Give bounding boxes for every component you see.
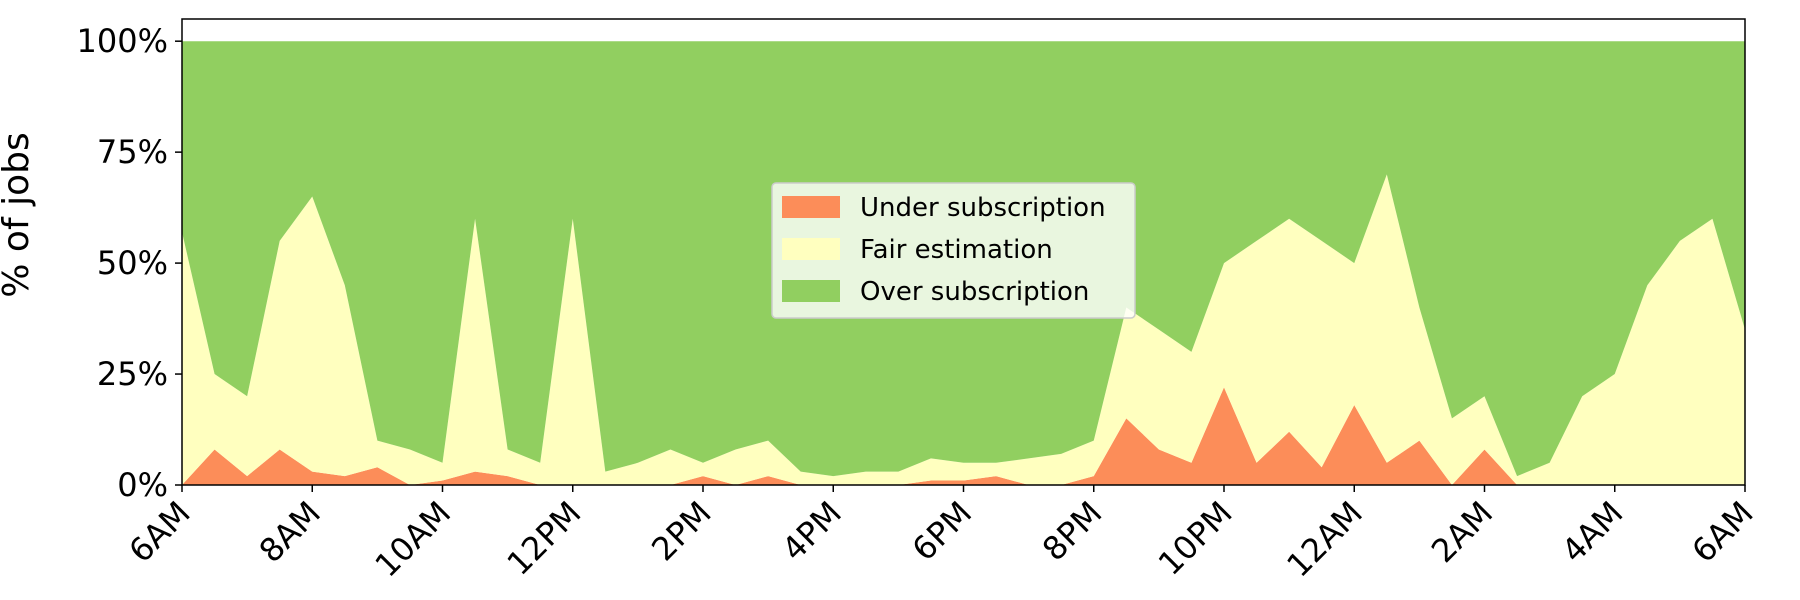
area — [182, 174, 1745, 486]
area — [182, 387, 1745, 485]
x-tick-label: 4AM — [1554, 494, 1630, 570]
x-tick-label: 12PM — [500, 494, 589, 583]
y-tick-label: 50% — [97, 244, 168, 282]
y-tick-label: 75% — [97, 133, 168, 171]
legend: Under subscription Fair estimation Over su… — [771, 182, 1136, 319]
legend-box — [771, 182, 1136, 319]
legend-swatch — [782, 238, 840, 260]
x-tick-label: 8AM — [252, 494, 328, 570]
y-tick-label: 100% — [77, 22, 168, 60]
x-tick-label: 8PM — [1035, 494, 1109, 568]
y-tick-label: 0% — [117, 466, 168, 504]
x-tick-label: 6PM — [905, 494, 979, 568]
legend-swatch — [782, 196, 840, 218]
x-tick-label: 2PM — [644, 494, 718, 568]
legend-label: Fair estimation — [860, 235, 1053, 265]
x-tick-label: 2AM — [1424, 494, 1500, 570]
legend-label: Under subscription — [860, 193, 1106, 223]
legend-label: Over subscription — [860, 277, 1089, 307]
x-tick-label: 10AM — [367, 494, 458, 585]
y-tick-label: 25% — [97, 355, 168, 393]
y-axis-label: % of jobs — [0, 132, 37, 297]
legend-swatch — [782, 280, 840, 302]
x-tick-label: 12AM — [1279, 494, 1370, 585]
x-tick-label: 10PM — [1151, 494, 1240, 583]
x-tick-label: 6AM — [121, 494, 197, 570]
x-tick-label: 4PM — [774, 494, 848, 568]
x-tick-label: 6AM — [1684, 494, 1760, 570]
